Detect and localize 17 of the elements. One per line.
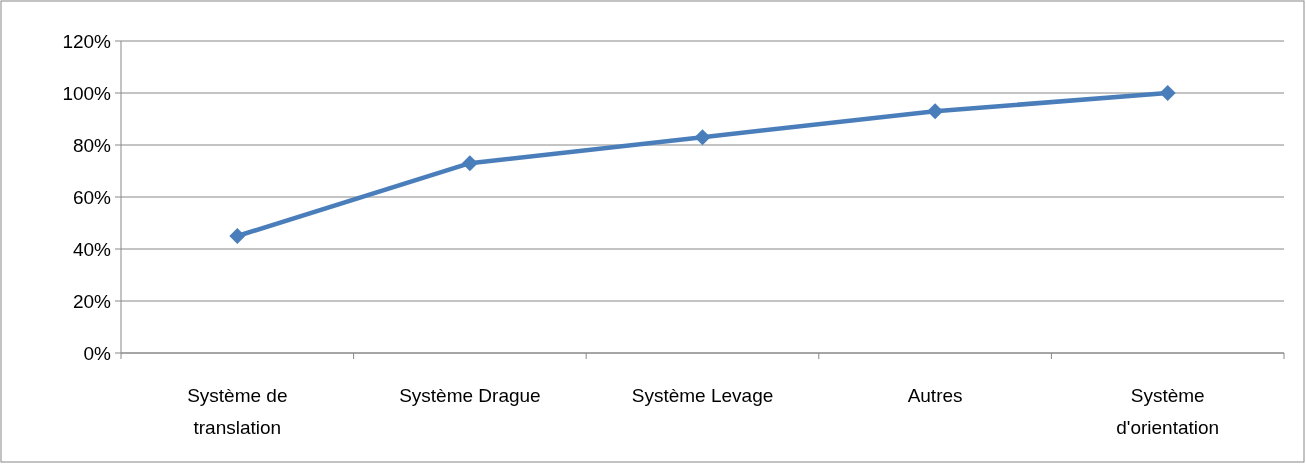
point	[927, 103, 944, 120]
x-tick-label: Système Drague	[399, 385, 541, 406]
y-tick-label: 40%	[72, 238, 112, 260]
x-tick-label: Système d'orientation	[1116, 385, 1220, 438]
x-tick-label: Autres	[907, 385, 963, 406]
point	[1159, 85, 1176, 101]
x-tick-label: Système de translation	[187, 385, 288, 438]
x-tick-label: Système Levage	[631, 385, 774, 406]
y-tick-label: 100%	[62, 82, 112, 104]
point	[229, 228, 246, 244]
point	[461, 155, 478, 172]
point	[694, 129, 711, 146]
y-tick-label: 60%	[72, 186, 112, 208]
y-tick-label: 120%	[62, 30, 112, 52]
y-tick-label: 0%	[83, 342, 112, 364]
y-tick-label: 20%	[72, 290, 112, 312]
y-tick-label: 80%	[72, 134, 112, 156]
